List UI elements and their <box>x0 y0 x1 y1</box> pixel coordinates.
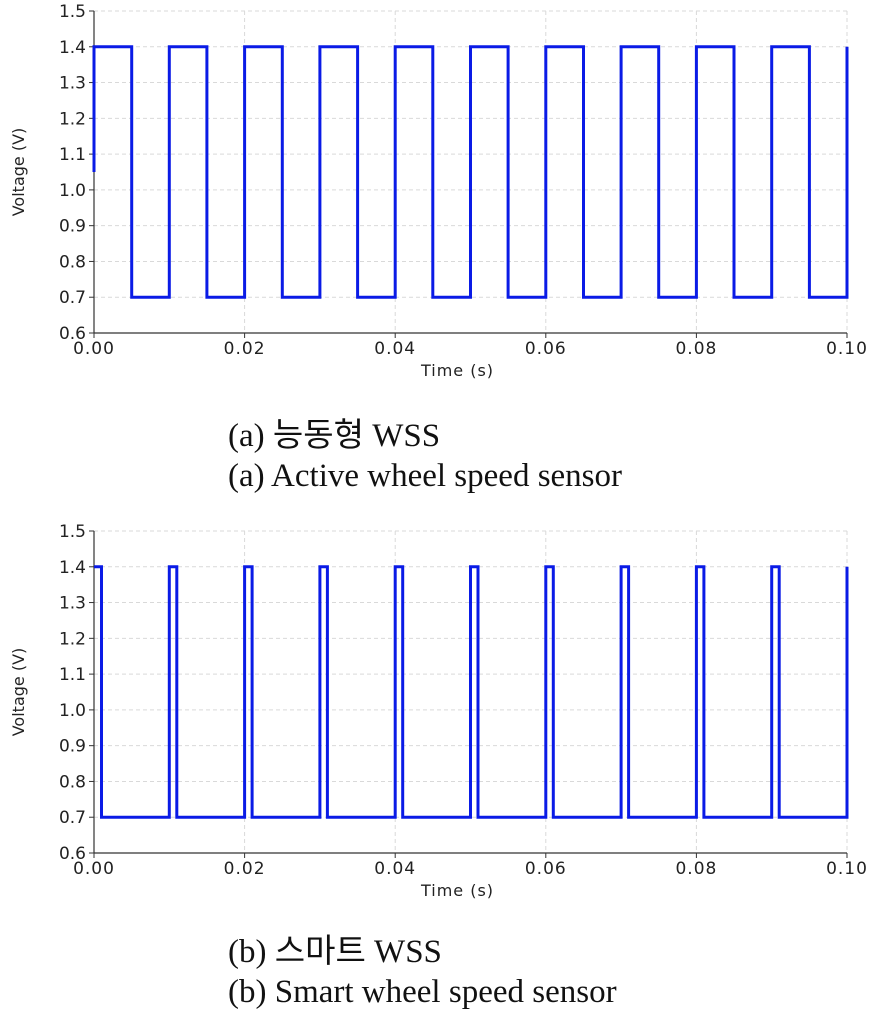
y-tick-label: 0.6 <box>59 324 86 344</box>
y-tick-label: 0.8 <box>59 252 86 272</box>
y-tick-label: 1.2 <box>59 629 86 649</box>
y-tick-label: 0.7 <box>59 808 86 828</box>
y-tick-label: 1.0 <box>59 181 86 201</box>
x-tick-label: 0.10 <box>826 339 868 359</box>
x-tick-label: 0.06 <box>525 859 567 879</box>
series-line-voltage <box>94 565 849 819</box>
x-tick-label: 0.04 <box>374 339 416 359</box>
y-tick-label: 0.8 <box>59 772 86 792</box>
caption-a-english: (a) Active wheel speed sensor <box>228 458 623 494</box>
x-tick-label: 0.04 <box>374 859 416 879</box>
x-tick-label: 0.08 <box>675 339 717 359</box>
y-axis-label: Voltage (V) <box>9 128 28 217</box>
y-tick-label: 1.1 <box>59 665 86 685</box>
y-tick-label: 1.4 <box>59 38 86 58</box>
y-tick-label: 1.1 <box>59 145 86 165</box>
x-axis-label: Time (s) <box>420 881 494 900</box>
y-tick-label: 1.3 <box>59 594 86 614</box>
x-tick-label: 0.00 <box>73 859 115 879</box>
series-line-voltage <box>92 45 849 299</box>
caption-b-english: (b) Smart wheel speed sensor <box>228 974 617 1010</box>
x-tick-label: 0.02 <box>224 339 266 359</box>
y-tick-label: 1.3 <box>59 74 86 94</box>
y-tick-label: 1.0 <box>59 701 86 721</box>
x-axis-label: Time (s) <box>420 361 494 380</box>
x-tick-label: 0.10 <box>826 859 868 879</box>
y-tick-label: 0.9 <box>59 217 86 237</box>
y-tick-label: 1.5 <box>59 522 86 542</box>
y-tick-label: 0.6 <box>59 844 86 864</box>
y-tick-label: 1.4 <box>59 558 86 578</box>
x-tick-label: 0.00 <box>73 339 115 359</box>
y-tick-label: 0.7 <box>59 288 86 308</box>
caption-a-korean: (a) 능동형 WSS <box>228 418 441 454</box>
y-tick-label: 1.5 <box>59 2 86 22</box>
chart-active-wss: 0.6 0.7 0.8 0.9 1.0 1.1 1.2 1.3 1.4 1.5 0.00 0.02 0.… <box>9 2 868 380</box>
y-tick-label: 0.9 <box>59 737 86 757</box>
x-tick-label: 0.06 <box>525 339 567 359</box>
x-tick-label: 0.08 <box>675 859 717 879</box>
y-tick-label: 1.2 <box>59 109 86 129</box>
caption-b-korean: (b) 스마트 WSS <box>228 934 442 970</box>
x-tick-label: 0.02 <box>224 859 266 879</box>
chart-smart-wss: 0.6 0.7 0.8 0.9 1.0 1.1 1.2 1.3 1.4 1.5 0.00 0.02 0.… <box>9 522 868 900</box>
y-axis-label: Voltage (V) <box>9 648 28 737</box>
